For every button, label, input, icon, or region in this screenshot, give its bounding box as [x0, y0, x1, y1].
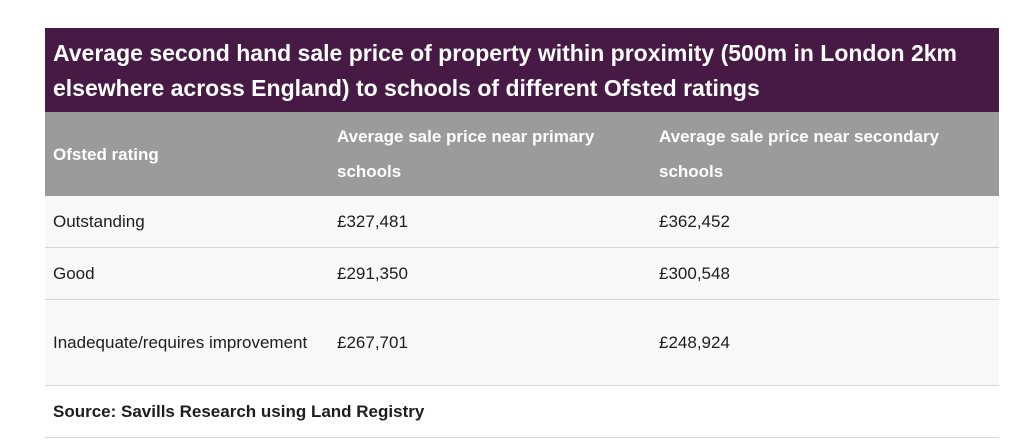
table-row: Good £291,350 £300,548: [45, 247, 999, 300]
table-row: Outstanding £327,481 £362,452: [45, 196, 999, 248]
column-header-secondary-price: Average sale price near secondary school…: [651, 112, 999, 196]
rating-cell: Inadequate/requires improvement: [45, 299, 329, 386]
rating-cell: Good: [45, 247, 329, 300]
secondary-price-cell: £300,548: [651, 247, 999, 300]
primary-price-cell: £291,350: [329, 247, 651, 300]
secondary-price-cell: £248,924: [651, 299, 999, 386]
source-note: Source: Savills Research using Land Regi…: [45, 385, 999, 438]
column-header-primary-price: Average sale price near primary schools: [329, 112, 651, 196]
source-row: Source: Savills Research using Land Regi…: [45, 385, 999, 438]
table-header-row: Ofsted rating Average sale price near pr…: [45, 112, 999, 196]
primary-price-cell: £267,701: [329, 299, 651, 386]
rating-cell: Outstanding: [45, 196, 329, 248]
price-table: Ofsted rating Average sale price near pr…: [45, 112, 999, 438]
primary-price-cell: £327,481: [329, 196, 651, 248]
price-table-container: Average second hand sale price of proper…: [45, 28, 999, 438]
column-header-ofsted-rating: Ofsted rating: [45, 112, 329, 196]
table-row: Inadequate/requires improvement £267,701…: [45, 299, 999, 386]
secondary-price-cell: £362,452: [651, 196, 999, 248]
table-title: Average second hand sale price of proper…: [45, 28, 999, 112]
